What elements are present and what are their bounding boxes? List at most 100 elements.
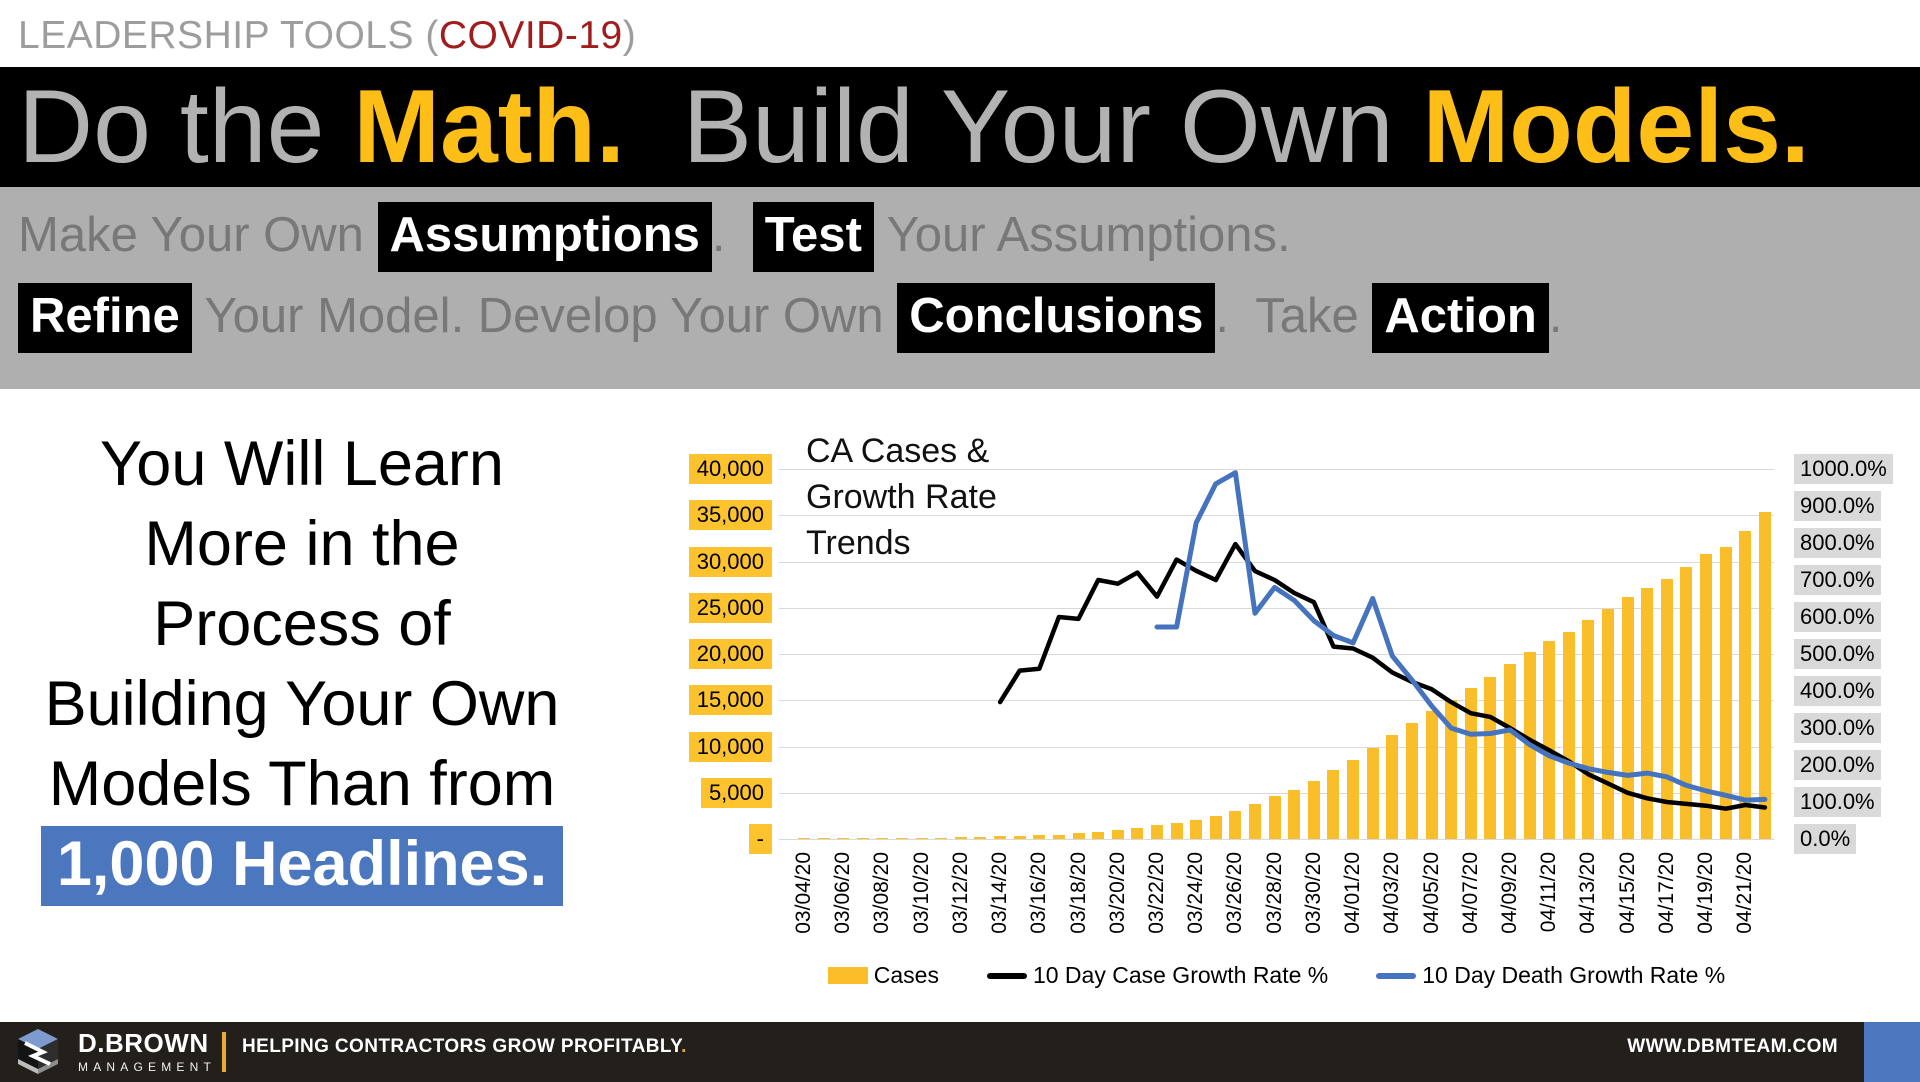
highlighted-message: 1,000 Headlines. [40, 826, 564, 906]
x-axis-date-label: 03/28/20 [1263, 852, 1286, 934]
cases-bar [1131, 828, 1143, 839]
right-axis-tick: 800.0% [1794, 528, 1881, 558]
x-axis-date-label: 04/13/20 [1576, 852, 1599, 934]
text-segment: Your Model. Develop Your Own [191, 289, 898, 343]
x-axis-date-label: 04/01/20 [1341, 852, 1364, 934]
chart-title: CA Cases & Growth Rate Trends [806, 428, 1012, 566]
cases-bar [818, 838, 830, 839]
x-axis-date-label: 03/12/20 [949, 852, 972, 934]
cases-bar [1367, 748, 1379, 839]
cases-bar [1190, 820, 1202, 839]
legend-line-swatch [986, 972, 1027, 979]
right-axis-tick: 200.0% [1794, 750, 1881, 780]
left-axis-tick: 40,000 [688, 454, 772, 484]
x-axis-date-label: 03/06/20 [831, 852, 854, 934]
x-axis-date-label: 03/10/20 [910, 852, 933, 934]
legend-label: 10 Day Case Growth Rate % [1032, 962, 1329, 988]
cases-bar [1406, 723, 1418, 839]
x-axis-date-label: 04/09/20 [1498, 852, 1521, 934]
cases-bar [798, 838, 810, 839]
cases-bar [1720, 547, 1732, 839]
cases-bar [1014, 836, 1026, 839]
left-axis-tick: - [748, 824, 772, 854]
footer-url: WWW.DBMTEAM.COM [1627, 1036, 1838, 1057]
cases-bar [1524, 652, 1536, 839]
footer-divider [222, 1032, 226, 1072]
cases-bar [935, 838, 947, 839]
cases-bar [1308, 781, 1320, 839]
header-suffix: ) [622, 14, 637, 57]
cases-bar [1622, 597, 1634, 839]
text-segment: Make Your Own [18, 208, 378, 262]
x-axis-date-label: 04/17/20 [1655, 852, 1678, 934]
cases-bar [1680, 567, 1692, 839]
slide-title: Do the Math. Build Your Own Models. [18, 75, 1810, 179]
chart-legend: Cases 10 Day Case Growth Rate % 10 Day Dea… [779, 962, 1774, 989]
legend-label: Cases [873, 962, 939, 988]
right-axis-tick: 100.0% [1794, 787, 1881, 817]
x-axis-date-label: 04/15/20 [1616, 852, 1639, 934]
cases-bar [1759, 512, 1771, 839]
cases-bar [1386, 735, 1398, 839]
text-segment: Models. [1422, 69, 1810, 185]
text-segment: Assumptions [377, 202, 712, 272]
banner-line-2: Refine Your Model. Develop Your Own Conc… [18, 283, 1563, 353]
dbrown-logo-icon [18, 1029, 58, 1074]
left-axis-tick: 25,000 [688, 593, 772, 623]
x-axis-date-label: 04/11/20 [1537, 852, 1560, 933]
legend-item: 10 Day Case Growth Rate % [986, 962, 1329, 989]
key-message-text: You Will Learn More in the Process of Build… [16, 424, 588, 906]
cases-bar [1288, 790, 1300, 839]
right-axis-tick: 0.0% [1794, 824, 1857, 854]
gridline [779, 839, 1774, 840]
cases-bar [1739, 531, 1751, 839]
brand-name: D.BROWN [78, 1028, 209, 1058]
brand-subtitle: MANAGEMENT [78, 1060, 217, 1074]
cases-bar [876, 838, 888, 839]
message-line: Process of [153, 589, 451, 659]
legend-label: 10 Day Death Growth Rate % [1422, 962, 1726, 988]
cases-bar [1563, 632, 1575, 839]
cases-bar [1465, 688, 1477, 839]
subtitle-banner: Make Your Own Assumptions. Test Your Ass… [0, 187, 1920, 389]
x-axis-date-label: 03/20/20 [1106, 852, 1129, 934]
header-covid-label: COVID-19 [438, 14, 623, 57]
cases-bar [1700, 554, 1712, 839]
footer-bar: D.BROWN MANAGEMENT HELPING CONTRACTORS G… [0, 1022, 1920, 1082]
text-segment: . [1548, 289, 1563, 343]
x-axis-date-label: 03/26/20 [1223, 852, 1246, 934]
cases-bar [1445, 700, 1457, 839]
gridline [779, 515, 1774, 516]
cases-bar [1641, 588, 1653, 839]
text-segment: Math. [353, 69, 625, 185]
cases-bar [1033, 835, 1045, 839]
message-line: You Will Learn [100, 429, 504, 499]
header-prefix: LEADERSHIP TOOLS ( [18, 14, 439, 57]
x-axis-date-label: 04/07/20 [1459, 852, 1482, 934]
right-axis-tick: 300.0% [1794, 713, 1881, 743]
cases-bar [1269, 796, 1281, 839]
right-axis-tick: 600.0% [1794, 602, 1881, 632]
cases-bar [1504, 664, 1516, 839]
text-segment: Refine [18, 283, 192, 353]
legend-item: Cases [827, 962, 939, 989]
left-axis-tick: 20,000 [688, 639, 772, 669]
text-segment: Your Assumptions. [873, 208, 1291, 262]
death-growth-line [1154, 470, 1768, 803]
text-segment: Test [752, 202, 874, 272]
text-segment: Do the [18, 69, 354, 185]
gridline [779, 469, 1774, 470]
cases-bar [955, 837, 967, 839]
cases-bar [857, 838, 869, 839]
cases-bar [1602, 609, 1614, 839]
left-axis-tick: 10,000 [688, 732, 772, 762]
cases-bar [1171, 823, 1183, 839]
left-axis-tick: 5,000 [700, 778, 772, 808]
x-axis-date-label: 03/22/20 [1145, 852, 1168, 934]
cases-bar [916, 838, 928, 839]
cases-bar [994, 836, 1006, 839]
x-axis-date-label: 04/05/20 [1420, 852, 1443, 934]
cases-bar [896, 838, 908, 839]
